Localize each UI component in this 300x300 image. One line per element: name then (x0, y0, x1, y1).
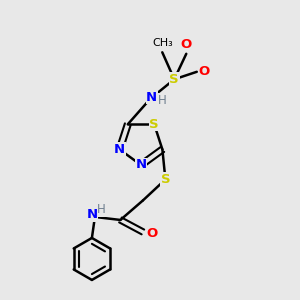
Text: H: H (158, 94, 167, 107)
Text: S: S (169, 73, 179, 86)
Text: N: N (146, 91, 157, 104)
Text: S: S (160, 173, 170, 186)
Text: CH₃: CH₃ (152, 38, 172, 48)
Text: O: O (181, 38, 192, 51)
Text: H: H (97, 203, 106, 216)
Text: N: N (114, 143, 125, 156)
Text: S: S (149, 118, 159, 131)
Text: O: O (146, 227, 158, 240)
Text: N: N (135, 158, 147, 172)
Text: N: N (86, 208, 98, 221)
Text: O: O (199, 65, 210, 78)
